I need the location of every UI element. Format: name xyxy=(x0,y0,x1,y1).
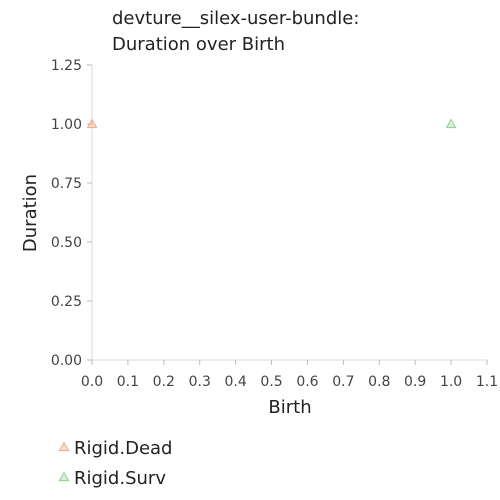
y-tick-label: 1.25 xyxy=(51,58,82,74)
x-tick-label: 1.0 xyxy=(440,374,462,390)
x-tick-label: 0.1 xyxy=(117,374,139,390)
y-axis-ticks: 0.00 0.25 0.50 0.75 1.00 1.25 xyxy=(51,58,92,369)
x-tick-label: 0.4 xyxy=(225,374,247,390)
x-axis-ticks: 0.0 0.1 0.2 0.3 0.4 0.5 0.6 0.7 0.8 0.9 1.0 1.1 xyxy=(81,360,498,390)
x-tick-label: 0.7 xyxy=(332,374,354,390)
chart-title-line-1: devture__silex-user-bundle: xyxy=(112,8,359,29)
x-tick-label: 0.2 xyxy=(153,374,175,390)
legend: Rigid.Dead Rigid.Surv xyxy=(58,438,172,489)
y-axis-label: Duration xyxy=(20,174,41,252)
x-tick-label: 0.6 xyxy=(296,374,318,390)
x-tick-label: 0.8 xyxy=(368,374,390,390)
y-tick-label: 0.00 xyxy=(51,353,82,369)
data-points xyxy=(86,118,457,129)
legend-marker xyxy=(58,441,70,452)
x-tick-label: 0.5 xyxy=(260,374,282,390)
legend-label: Rigid.Surv xyxy=(74,468,166,489)
data-point-rigid-surv xyxy=(445,118,457,129)
data-point-rigid-dead xyxy=(86,118,98,129)
y-tick-label: 0.50 xyxy=(51,235,82,251)
x-tick-label: 0.9 xyxy=(404,374,426,390)
y-tick-label: 1.00 xyxy=(51,117,82,133)
y-tick-label: 0.75 xyxy=(51,176,82,192)
legend-label: Rigid.Dead xyxy=(74,438,172,459)
x-tick-label: 1.1 xyxy=(476,374,498,390)
chart-title-line-2: Duration over Birth xyxy=(112,34,285,55)
legend-marker xyxy=(58,471,70,482)
y-tick-label: 0.25 xyxy=(51,294,82,310)
x-tick-label: 0.3 xyxy=(189,374,211,390)
x-tick-label: 0.0 xyxy=(81,374,103,390)
x-axis-label: Birth xyxy=(268,397,311,418)
